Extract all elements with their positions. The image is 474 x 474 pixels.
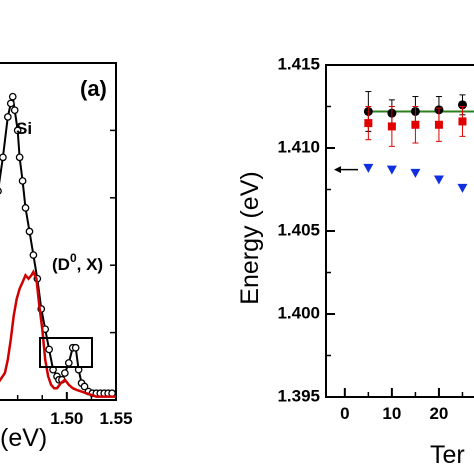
red-square-point — [434, 120, 443, 129]
blue-triangle-point — [457, 183, 468, 193]
energy-series — [363, 91, 468, 193]
spectrum-point — [3, 113, 12, 121]
spectrum-point — [29, 251, 38, 259]
energy-axes-frame — [325, 64, 474, 398]
d0x-label-part1: (D — [52, 255, 70, 274]
red-square-point — [364, 119, 373, 128]
spectrum-panel: 1.50 1.55 (a) Si (D0, X) (eV) — [0, 62, 133, 452]
spectrum-x-tick-label: 1.55 — [99, 409, 132, 428]
spectrum-point — [64, 359, 73, 367]
spectrum-point — [0, 153, 7, 162]
spectrum-point — [18, 177, 27, 185]
si-label: Si — [16, 119, 32, 138]
energy-y-tick-label: 1.410 — [277, 137, 320, 156]
spectrum-point — [15, 153, 24, 162]
spectrum-x-axis-label: (eV) — [0, 424, 47, 452]
energy-y-tick-label: 1.415 — [277, 54, 320, 73]
energy-y-tick-label: 1.395 — [277, 386, 320, 405]
energy-x-tick-label: 10 — [382, 404, 401, 423]
spectrum-point — [8, 92, 17, 101]
arrow-head — [334, 166, 341, 174]
blue-triangle-point — [410, 168, 421, 178]
spectrum-point — [10, 106, 19, 115]
panel-label: (a) — [80, 76, 107, 101]
red-square-point — [458, 117, 467, 126]
spectrum-axes-frame — [0, 62, 117, 401]
energy-x-tick-label: 20 — [429, 404, 448, 423]
d0x-label-part2: , X) — [77, 255, 103, 274]
spectrum-point — [0, 187, 2, 195]
blue-triangle-point — [363, 163, 374, 173]
blue-triangle-point — [433, 175, 444, 185]
spectrum-point — [25, 227, 34, 236]
spectrum-point — [21, 204, 30, 212]
spectrum-x-tick-label: 1.50 — [50, 409, 83, 428]
red-square-point — [411, 120, 420, 129]
zoom-box — [39, 337, 93, 368]
spectrum-series — [0, 92, 116, 398]
energy-y-tick-label: 1.405 — [277, 220, 320, 239]
energy-panel: 1.395 1.400 1.405 1.410 1.415 0 10 20 Energy (e… — [236, 54, 474, 469]
arrow-icon — [334, 166, 358, 174]
spectrum-point — [71, 343, 80, 352]
energy-y-tick-label: 1.400 — [277, 303, 320, 322]
energy-ticks: 1.395 1.400 1.405 1.410 1.415 0 10 20 — [277, 54, 464, 423]
energy-x-axis-label: Ter — [430, 441, 465, 469]
spectrum-point — [80, 382, 89, 391]
d0x-label: (D0, X) — [52, 251, 103, 274]
spectrum-black-line — [0, 96, 113, 395]
energy-y-axis-label: Energy (eV) — [236, 171, 264, 304]
spectrum-point — [45, 345, 53, 354]
spectrum-point — [13, 126, 22, 135]
spectrum-point — [61, 369, 69, 377]
blue-triangle-point — [386, 165, 397, 175]
spectrum-red-line — [0, 269, 116, 398]
red-square-point — [387, 122, 396, 131]
energy-x-tick-label: 0 — [340, 404, 349, 423]
d0x-superscript: 0 — [70, 251, 77, 265]
spectrum-point — [6, 99, 15, 108]
black-circle-point — [457, 100, 467, 110]
spectrum-ticks: 1.50 1.55 — [16, 129, 133, 428]
